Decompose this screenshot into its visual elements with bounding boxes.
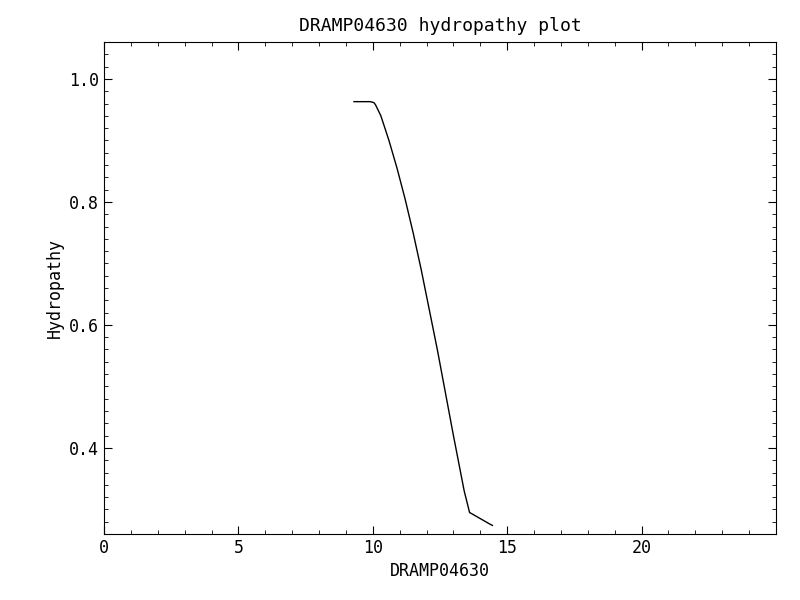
Title: DRAMP04630 hydropathy plot: DRAMP04630 hydropathy plot — [298, 17, 582, 35]
X-axis label: DRAMP04630: DRAMP04630 — [390, 562, 490, 580]
Y-axis label: Hydropathy: Hydropathy — [46, 238, 63, 338]
